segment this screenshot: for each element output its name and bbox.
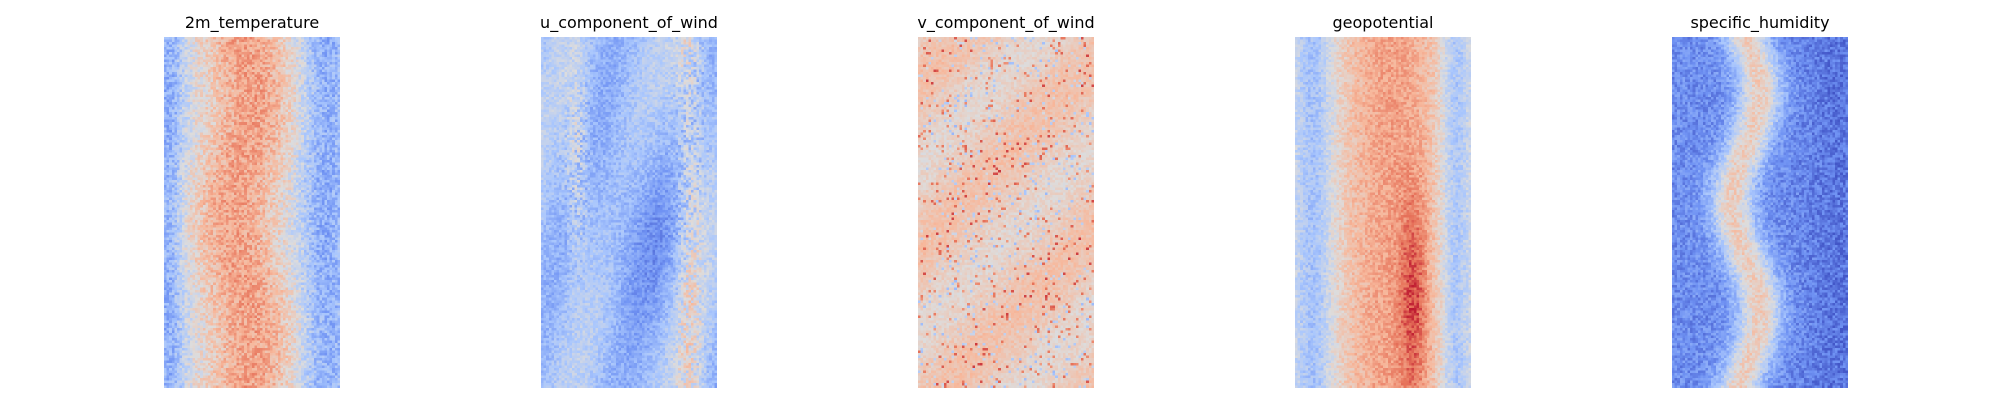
panel-title: 2m_temperature bbox=[184, 13, 320, 32]
panel-geopotential: geopotential bbox=[1295, 0, 1471, 400]
panel-title: v_component_of_wind bbox=[917, 13, 1095, 32]
panel-title: u_component_of_wind bbox=[540, 13, 718, 32]
heatmap-u-component-of-wind bbox=[541, 37, 717, 388]
panel-2m-temperature: 2m_temperature bbox=[164, 0, 340, 400]
heatmap-specific-humidity bbox=[1672, 37, 1848, 388]
panel-title: specific_humidity bbox=[1690, 13, 1830, 32]
panel-u-component-of-wind: u_component_of_wind bbox=[540, 0, 718, 400]
panel-specific-humidity: specific_humidity bbox=[1672, 0, 1848, 400]
heatmap-geopotential bbox=[1295, 37, 1471, 388]
heatmap-2m-temperature bbox=[164, 37, 340, 388]
panel-title: geopotential bbox=[1332, 13, 1434, 32]
panel-v-component-of-wind: v_component_of_wind bbox=[917, 0, 1095, 400]
heatmap-v-component-of-wind bbox=[918, 37, 1094, 388]
